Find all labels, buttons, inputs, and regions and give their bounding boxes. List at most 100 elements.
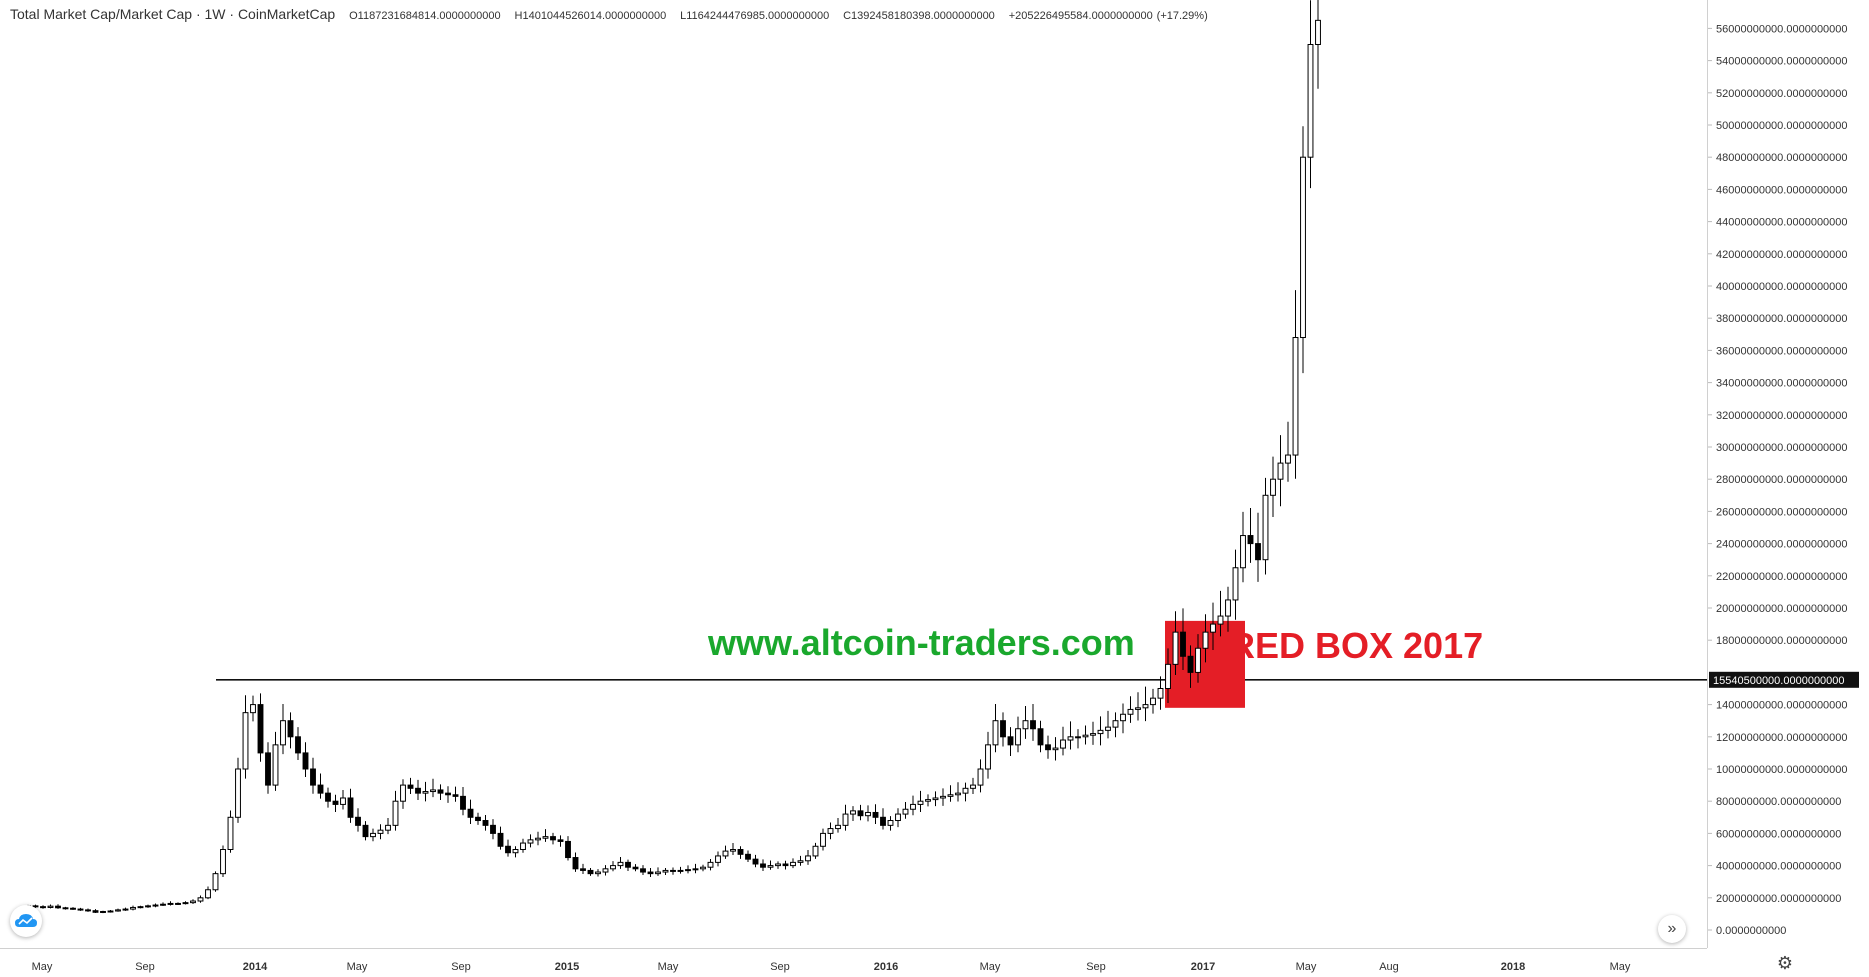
candle-body xyxy=(242,712,249,770)
x-tick-label: 2018 xyxy=(1501,961,1525,973)
tradingview-cloud-icon[interactable] xyxy=(10,905,42,937)
candle-body xyxy=(512,849,519,854)
candle-body xyxy=(47,905,54,908)
candle-body xyxy=(977,768,984,786)
candle-body xyxy=(1097,729,1104,735)
y-tick-label: 0.0000000000 xyxy=(1716,925,1786,937)
candle-body xyxy=(992,720,999,746)
candle-body xyxy=(1270,478,1276,496)
candle-body xyxy=(917,800,924,805)
y-tick-label: 2000000000.0000000000 xyxy=(1716,893,1841,905)
candle-body xyxy=(632,866,639,870)
candle-body xyxy=(190,900,196,904)
candle-body xyxy=(175,902,181,905)
candle-body xyxy=(535,837,541,841)
candle-body xyxy=(737,849,744,855)
candle-body xyxy=(692,868,699,871)
x-tick-label: May xyxy=(1296,961,1317,973)
candle-body xyxy=(467,808,474,818)
candle-body xyxy=(317,784,324,794)
y-tick-label: 4000000000.0000000000 xyxy=(1716,861,1841,873)
legend-change-pct: (+17.29%) xyxy=(1156,10,1208,22)
x-tick-label: May xyxy=(658,961,679,973)
candle-body xyxy=(1165,663,1171,689)
candle-body xyxy=(437,789,444,794)
legend-change: +205226495584.0000000000 xyxy=(1008,10,1153,22)
y-tick-label: 22000000000.0000000000 xyxy=(1716,571,1848,583)
candle-body xyxy=(100,910,106,913)
chart-legend: Total Market Cap/Market Cap · 1W · CoinM… xyxy=(10,6,1208,22)
candle-body xyxy=(1172,631,1179,665)
candle-body xyxy=(130,906,136,910)
candle-body xyxy=(1157,688,1164,699)
candle-body xyxy=(895,813,901,822)
candle-body xyxy=(250,704,256,714)
candle-body xyxy=(647,871,654,875)
candle-body xyxy=(1007,736,1014,746)
candle-body xyxy=(1150,697,1156,706)
candle-body xyxy=(1240,535,1246,569)
candle-body xyxy=(310,768,316,786)
candle-body xyxy=(812,845,819,857)
candle-body xyxy=(1037,728,1044,746)
candle-body xyxy=(407,784,414,789)
candle-body xyxy=(1022,720,1029,730)
candle-body xyxy=(745,853,751,860)
candle-body xyxy=(572,857,579,870)
candle-body xyxy=(145,905,151,908)
x-tick-label: Sep xyxy=(1086,961,1106,973)
double-chevron-right-icon[interactable]: » xyxy=(1658,915,1686,943)
y-tick-label: 28000000000.0000000000 xyxy=(1716,474,1848,486)
candle-body xyxy=(1180,631,1186,657)
y-tick-label: 14000000000.0000000000 xyxy=(1716,700,1848,712)
candle-body xyxy=(1015,728,1021,746)
candle-body xyxy=(527,839,534,844)
candle-body xyxy=(1000,720,1006,738)
gear-icon[interactable]: ⚙ xyxy=(1776,952,1794,973)
candle-body xyxy=(857,810,864,817)
candle-body xyxy=(62,907,69,910)
y-tick-label: 12000000000.0000000000 xyxy=(1716,732,1848,744)
y-tick-label: 10000000000.0000000000 xyxy=(1716,764,1848,776)
legend-open: O1187231684814.0000000000 xyxy=(349,10,501,22)
x-tick-label: 2015 xyxy=(555,961,579,973)
candle-body xyxy=(392,800,399,826)
candle-body xyxy=(947,794,954,797)
candle-body xyxy=(872,811,879,818)
candle-body xyxy=(610,865,616,870)
candle-body xyxy=(602,868,609,873)
candle-body xyxy=(1277,462,1284,480)
y-tick-label: 56000000000.0000000000 xyxy=(1716,23,1848,35)
candle-body xyxy=(220,849,226,875)
candle-body xyxy=(1112,720,1119,728)
y-tick-label: 26000000000.0000000000 xyxy=(1716,506,1848,518)
candle-body xyxy=(1075,736,1081,739)
candle-body xyxy=(1060,739,1066,749)
candle-body xyxy=(235,768,241,818)
candle-body xyxy=(910,803,916,810)
candle-body xyxy=(1315,19,1321,45)
candle-body xyxy=(1187,655,1194,673)
candle-body xyxy=(347,797,354,818)
candle-body xyxy=(1255,543,1261,561)
y-tick-label: 6000000000.0000000000 xyxy=(1716,828,1841,840)
candle-body xyxy=(182,902,189,905)
candle-body xyxy=(160,903,166,906)
candle-body xyxy=(820,832,826,847)
x-tick-label: May xyxy=(980,961,1001,973)
candle-body xyxy=(287,720,294,738)
candle-body xyxy=(1105,726,1111,731)
candle-body xyxy=(257,704,264,754)
candle-body xyxy=(580,868,586,871)
candle-body xyxy=(205,889,211,899)
candle-body xyxy=(332,800,339,805)
candle-body xyxy=(782,863,789,867)
price-axis-border xyxy=(1707,0,1708,948)
candle-body xyxy=(722,850,729,857)
candle-body xyxy=(415,787,421,794)
candle-body xyxy=(1307,44,1314,158)
candle-body xyxy=(557,839,564,842)
candle-body xyxy=(925,799,931,802)
